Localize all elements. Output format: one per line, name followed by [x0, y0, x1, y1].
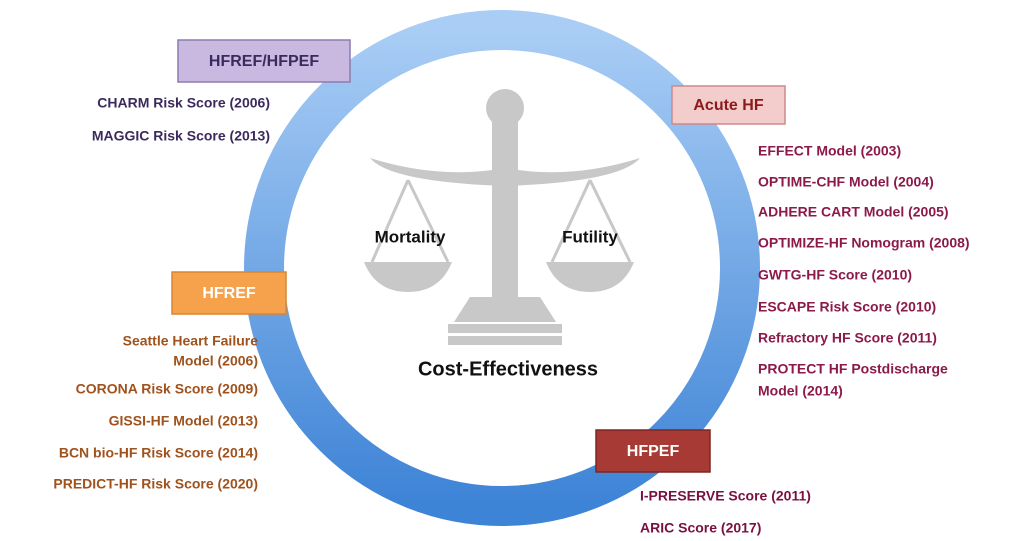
group-title: Acute HF: [693, 97, 763, 114]
score-item: Refractory HF Score (2011): [758, 330, 937, 346]
group-title: HFPEF: [627, 443, 680, 460]
group-box: [177, 39, 351, 83]
score-item: CORONA Risk Score (2009): [76, 381, 258, 397]
score-item: Seattle Heart Failure: [123, 333, 259, 349]
score-item: Model (2014): [758, 383, 843, 399]
score-item: GISSI-HF Model (2013): [109, 413, 258, 429]
group-box: [671, 85, 786, 125]
center-label: Mortality: [375, 227, 446, 246]
score-item: PREDICT-HF Risk Score (2020): [53, 476, 258, 492]
group-title: HFREF/HFPEF: [209, 53, 319, 70]
score-item: ADHERE CART Model (2005): [758, 204, 949, 220]
score-item: OPTIME-CHF Model (2004): [758, 174, 934, 190]
score-item: MAGGIC Risk Score (2013): [92, 128, 270, 144]
group-title: HFREF: [202, 285, 256, 302]
score-item: ESCAPE Risk Score (2010): [758, 299, 936, 315]
score-item: ARIC Score (2017): [640, 520, 761, 536]
center-label: Cost-Effectiveness: [418, 358, 598, 380]
ring: [244, 10, 760, 526]
score-item: CHARM Risk Score (2006): [97, 95, 270, 111]
score-item: PROTECT HF Postdischarge: [758, 361, 948, 377]
group-box: [595, 429, 711, 473]
score-item: BCN bio-HF Risk Score (2014): [59, 445, 258, 461]
score-item: EFFECT Model (2003): [758, 143, 901, 159]
score-item: I-PRESERVE Score (2011): [640, 488, 811, 504]
score-item: OPTIMIZE-HF Nomogram (2008): [758, 235, 970, 251]
center-label: Futility: [562, 227, 618, 246]
group-box: [171, 271, 287, 315]
scale: [364, 89, 640, 345]
score-item: Model (2006): [173, 353, 258, 369]
score-item: GWTG-HF Score (2010): [758, 267, 912, 283]
